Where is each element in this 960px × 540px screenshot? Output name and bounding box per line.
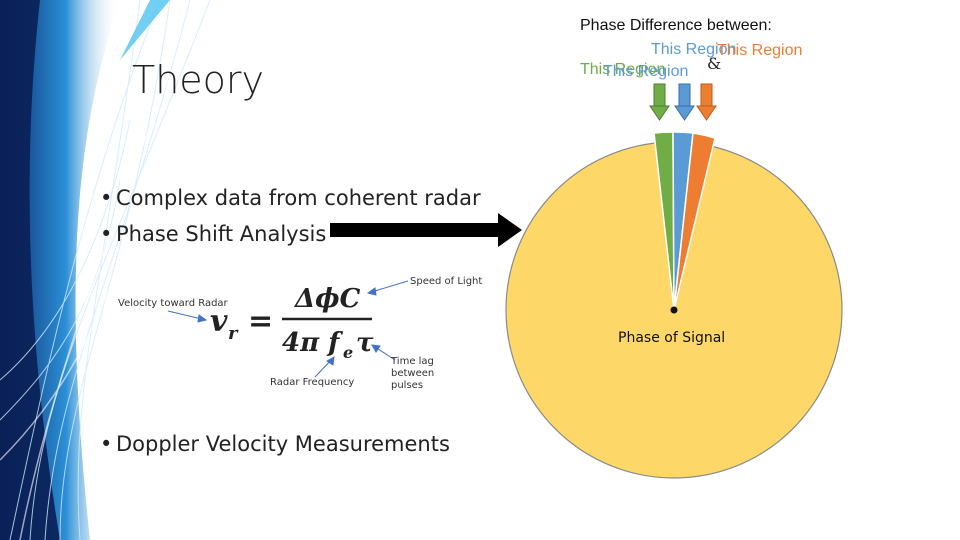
blue-arrow — [678, 83, 691, 107]
bullet-doppler: • Doppler Velocity Measurements — [100, 432, 450, 456]
region-label-green: This Region — [580, 61, 666, 78]
decorative-swirl-background — [0, 0, 211, 540]
bullet-marker: • — [100, 222, 113, 246]
orange-arrow — [700, 83, 713, 107]
time-lag-pointer-head — [371, 344, 381, 353]
bullet-marker: • — [100, 432, 113, 456]
formula-numerator: ΔϕC — [293, 284, 361, 314]
bullet-phase-shift: • Phase Shift Analysis — [100, 222, 326, 246]
formula-denominator-tau: τ — [356, 328, 374, 358]
annotation-time-lag: Time lag between pulses — [391, 356, 435, 391]
speed-of-light-pointer-head — [366, 287, 377, 296]
region-label-blue-2: This Region — [603, 63, 689, 80]
radar-frequency-pointer-head — [326, 356, 335, 366]
annotation-radar-frequency: Radar Frequency — [270, 377, 355, 388]
bullet-text: Phase Shift Analysis — [116, 222, 327, 246]
annotation-speed-of-light: Speed of Light — [410, 276, 483, 287]
orange-wedge — [673, 132, 716, 311]
green-arrow — [653, 83, 666, 107]
bullet-complex-data: • Complex data from coherent radar — [100, 186, 481, 210]
formula-lhs: v — [210, 304, 228, 339]
bullet-text: Doppler Velocity Measurements — [116, 432, 450, 456]
green-arrow-head — [649, 105, 670, 121]
region-label-blue: This Region — [651, 41, 737, 58]
phase-pie-diagram — [505, 83, 843, 479]
orange-arrow-head — [696, 105, 717, 121]
slide-title: Theory — [132, 58, 265, 102]
region-label-orange: This Region — [717, 42, 803, 59]
doppler-velocity-formula: v r = ΔϕC 4π f e τ — [167, 280, 409, 378]
formula-lhs-sub: r — [228, 323, 239, 344]
annotation-velocity: Velocity toward Radar — [118, 298, 228, 309]
pointer-arrow — [330, 213, 522, 247]
formula-denominator: 4π f — [282, 328, 343, 358]
bullet-marker: • — [100, 186, 113, 210]
velocity-pointer-head — [197, 314, 208, 323]
formula-denominator-sub: e — [343, 343, 353, 362]
phase-difference-title: Phase Difference between: — [580, 17, 772, 34]
ampersand: & — [707, 54, 722, 73]
blue-arrow-head — [674, 105, 695, 121]
bullet-text: Complex data from coherent radar — [116, 186, 481, 210]
center-dot — [670, 306, 678, 314]
formula-equals: = — [248, 304, 273, 339]
phase-of-signal-label: Phase of Signal — [618, 330, 726, 346]
